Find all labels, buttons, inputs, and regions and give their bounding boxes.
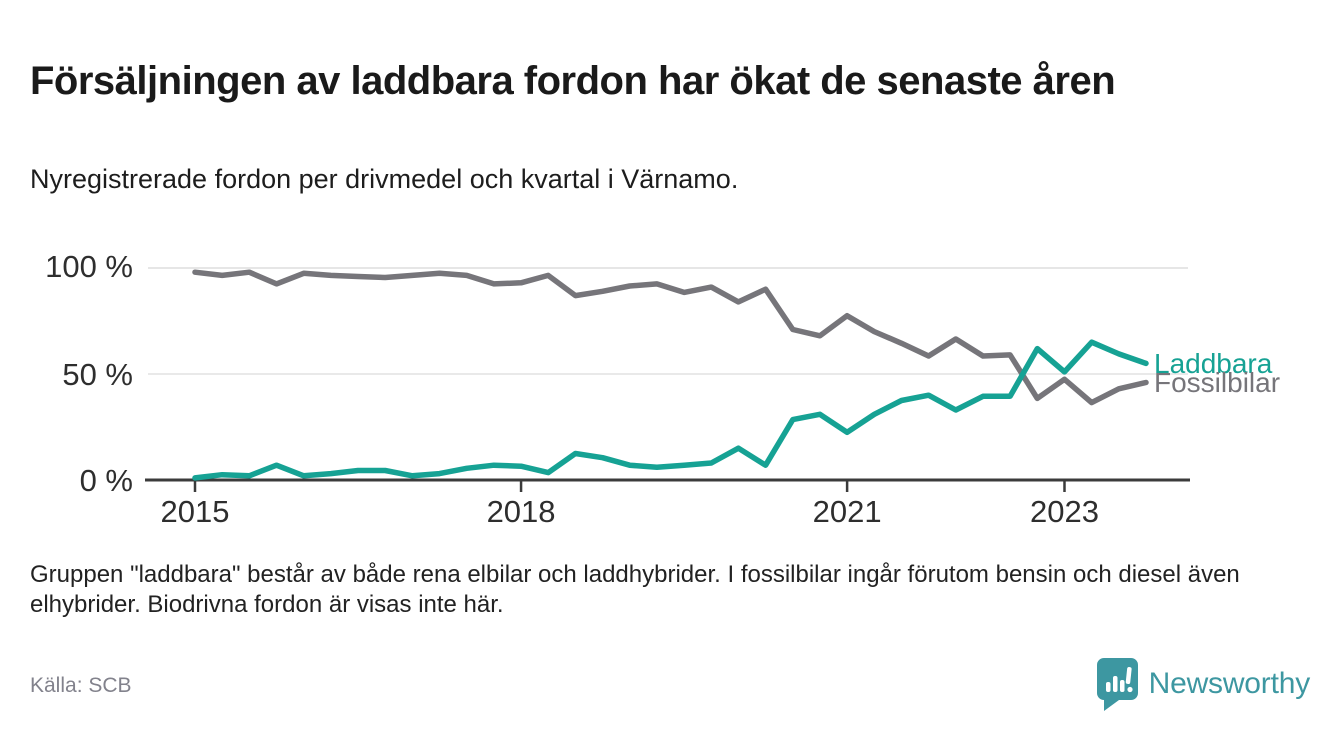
source-credit: Källa: SCB [30, 674, 132, 697]
x-tick-label-2018: 2018 [487, 494, 556, 529]
chart-footnote: Gruppen "laddbara" består av både rena e… [30, 561, 1240, 619]
chart-canvas: 100 % 50 % 0 % 2015 2018 2021 2023 Laddb… [45, 249, 1280, 529]
x-axis-ticks [193, 480, 1066, 492]
laddbara-line [192, 339, 1149, 481]
chart-subtitle: Nyregistrerade fordon per drivmedel och … [30, 164, 739, 194]
x-tick-label-2021: 2021 [813, 494, 882, 529]
fossilbilar-line [192, 269, 1149, 406]
page-title: Försäljningen av laddbara fordon har öka… [30, 58, 1116, 103]
legend-label-fossilbilar: Fossilbilar [1154, 367, 1280, 398]
y-tick-label-0: 0 % [80, 463, 133, 498]
x-tick-label-2023: 2023 [1030, 494, 1099, 529]
newsworthy-wordmark: Newsworthy [1148, 667, 1311, 700]
x-tick-label-2015: 2015 [161, 494, 230, 529]
line-chart: 100 % 50 % 0 % 2015 2018 2021 2023 Laddb… [0, 230, 1340, 530]
y-tick-label-100: 100 % [45, 249, 133, 284]
y-tick-label-50: 50 % [62, 357, 133, 392]
newsworthy-bubble-chart-icon [1095, 657, 1139, 712]
legend-label-laddbara: Laddbara [1154, 348, 1273, 379]
newsworthy-logo[interactable]: Newsworthy [1095, 656, 1310, 712]
